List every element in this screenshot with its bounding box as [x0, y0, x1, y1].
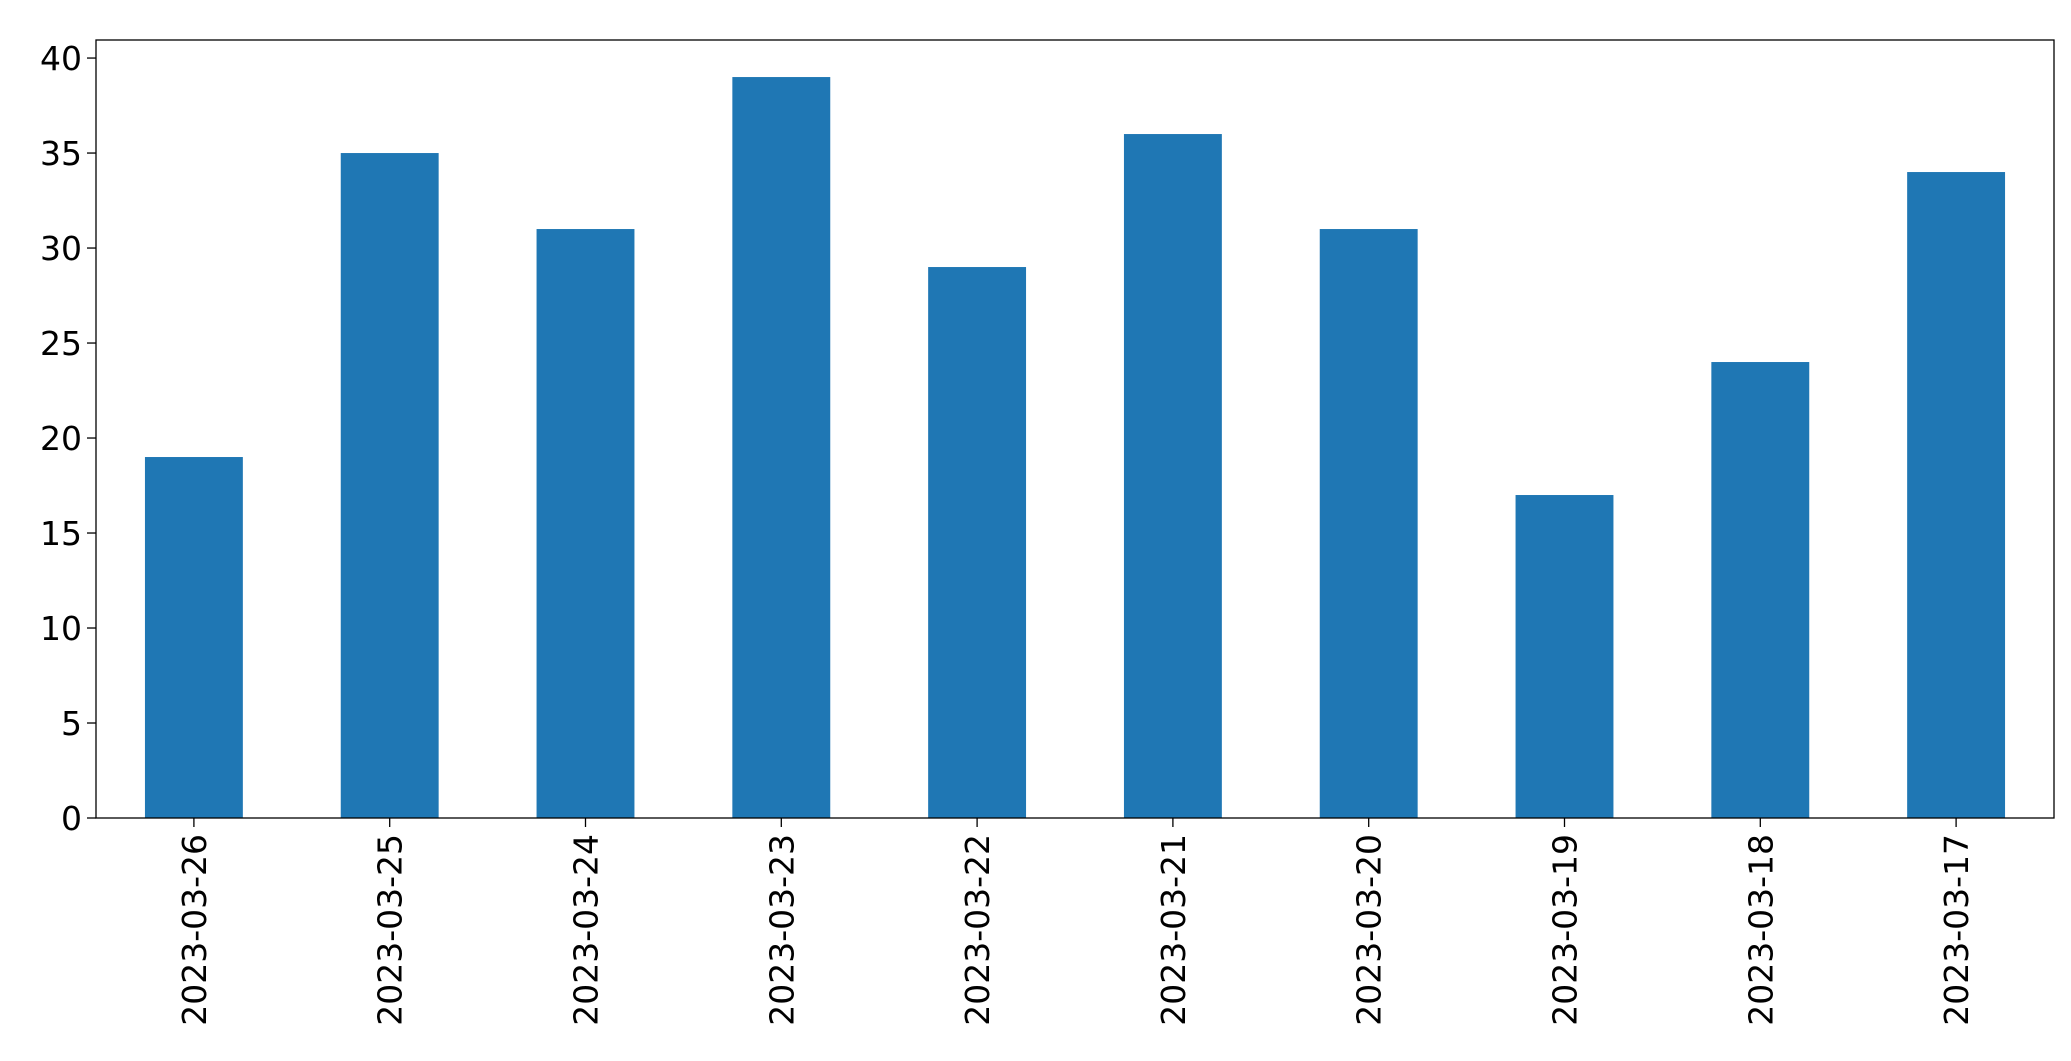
y-tick-label: 25: [40, 324, 82, 363]
x-tick-label: 2023-03-17: [1937, 834, 1976, 1026]
bar: [1319, 229, 1418, 819]
x-tick-label: 2023-03-18: [1741, 834, 1780, 1026]
x-tick-label: 2023-03-19: [1546, 834, 1585, 1026]
x-tick-label: 2023-03-22: [958, 834, 997, 1026]
y-tick-label: 15: [40, 514, 82, 553]
y-tick-label: 30: [40, 229, 82, 268]
bar: [1123, 134, 1222, 819]
x-tick-label: 2023-03-24: [567, 834, 606, 1026]
x-tick-label: 2023-03-23: [762, 834, 801, 1026]
bar: [928, 267, 1027, 818]
bar: [144, 457, 243, 818]
bar: [1907, 172, 2006, 819]
bar: [1711, 362, 1810, 818]
y-tick-label: 40: [40, 39, 82, 78]
y-tick-label: 35: [40, 134, 82, 173]
plot-frame: [95, 39, 2055, 819]
y-tick-label: 20: [40, 419, 82, 458]
x-tick-label: 2023-03-20: [1350, 834, 1389, 1026]
bar: [340, 153, 439, 819]
y-tick-label: 10: [40, 609, 82, 648]
x-tick-label: 2023-03-21: [1154, 834, 1193, 1026]
x-tick-label: 2023-03-25: [371, 834, 410, 1026]
bar: [732, 77, 831, 819]
bar: [1515, 495, 1614, 818]
bar: [536, 229, 635, 819]
y-tick-label: 5: [61, 704, 82, 743]
x-tick-label: 2023-03-26: [175, 834, 214, 1026]
y-tick-label: 0: [61, 799, 82, 838]
